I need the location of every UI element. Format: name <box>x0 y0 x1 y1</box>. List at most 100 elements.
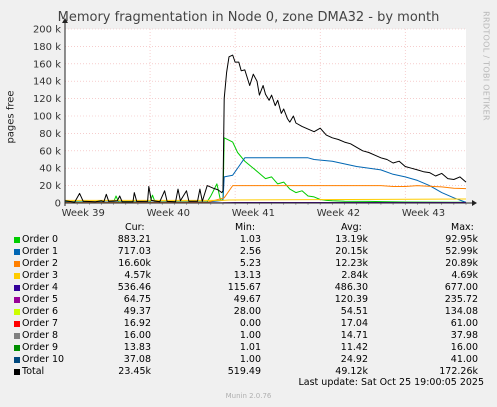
legend-header-row: Cur: Min: Avg: Max: <box>13 222 493 234</box>
y-tick-label: 200 k <box>33 25 61 36</box>
legend-value-max: 134.08 <box>444 306 478 317</box>
x-axis-arrow <box>472 200 477 206</box>
legend-value-max: 235.72 <box>444 294 478 305</box>
legend-value-avg: 17.04 <box>340 318 368 329</box>
y-tick-label: 140 k <box>33 77 61 88</box>
y-tick-label: 0 <box>55 199 61 210</box>
legend-value-cur: 4.57k <box>124 270 151 281</box>
y-tick-label: 80 k <box>39 129 61 140</box>
legend-value-cur: 883.21 <box>117 234 151 245</box>
chart-title: Memory fragmentation in Node 0, zone DMA… <box>57 10 440 25</box>
legend-series-name: Order 2 <box>22 258 59 269</box>
legend-swatch <box>14 285 20 291</box>
legend-value-avg: 24.92 <box>340 354 368 365</box>
legend-series-name: Order 10 <box>22 354 65 365</box>
legend-series-name: Order 7 <box>22 318 59 329</box>
legend-series-name: Total <box>22 366 45 377</box>
legend-row: Order 9 13.83 1.01 11.42 16.00 <box>13 342 493 354</box>
legend-value-min: 28.00 <box>233 306 261 317</box>
legend-value-min: 49.67 <box>233 294 261 305</box>
legend-value-avg: 120.39 <box>334 294 368 305</box>
legend-value-min: 1.00 <box>239 354 261 365</box>
x-tick-label: Week 42 <box>317 208 360 219</box>
legend-value-max: 20.89k <box>445 258 478 269</box>
legend-value-avg: 20.15k <box>335 246 368 257</box>
legend-value-min: 1.03 <box>239 234 261 245</box>
legend-value-cur: 49.37 <box>123 306 151 317</box>
legend-value-cur: 13.83 <box>123 342 151 353</box>
legend-value-max: 172.26k <box>439 366 478 377</box>
legend-row: Order 3 4.57k 13.13 2.84k 4.69k <box>13 270 493 282</box>
legend-swatch <box>14 369 20 375</box>
legend-row: Order 0 883.21 1.03 13.19k 92.95k <box>13 234 493 246</box>
x-tick-label: Week 40 <box>147 208 190 219</box>
legend-row: Total 23.45k 519.49 49.12k 172.26k <box>13 366 493 378</box>
legend-swatch <box>14 345 20 351</box>
legend-series-name: Order 4 <box>22 282 59 293</box>
legend-row: Order 5 64.75 49.67 120.39 235.72 <box>13 294 493 306</box>
legend-swatch <box>14 309 20 315</box>
legend-value-min: 5.23 <box>239 258 261 269</box>
legend-series-name: Order 3 <box>22 270 59 281</box>
legend-swatch <box>14 357 20 363</box>
legend-series-name: Order 5 <box>22 294 59 305</box>
legend-row: Order 4 536.46 115.67 486.30 677.00 <box>13 282 493 294</box>
series-line-order-2 <box>64 185 467 203</box>
chart-plot: 0 20 k 40 k 60 k 80 k 100 k 120 k 140 k 160 k 180… <box>33 18 477 219</box>
legend-value-min: 13.13 <box>233 270 261 281</box>
legend-value-max: 677.00 <box>444 282 478 293</box>
legend-value-max: 61.00 <box>450 318 478 329</box>
legend-value-cur: 64.75 <box>123 294 151 305</box>
legend-row: Order 8 16.00 1.00 14.71 37.98 <box>13 330 493 342</box>
legend-swatch <box>14 273 20 279</box>
legend-header-avg: Avg: <box>341 222 362 233</box>
legend-value-cur: 717.03 <box>117 246 151 257</box>
legend-value-min: 2.56 <box>239 246 261 257</box>
legend-swatch <box>14 321 20 327</box>
legend-value-min: 1.01 <box>239 342 261 353</box>
legend-series-name: Order 0 <box>22 234 59 245</box>
legend-value-avg: 14.71 <box>340 330 368 341</box>
legend-value-min: 519.49 <box>227 366 261 377</box>
legend-swatch <box>14 297 20 303</box>
legend-swatch <box>14 261 20 267</box>
legend-value-avg: 12.23k <box>335 258 368 269</box>
legend-value-avg: 2.84k <box>341 270 368 281</box>
legend-row: Order 1 717.03 2.56 20.15k 52.99k <box>13 246 493 258</box>
x-tick-label: Week 41 <box>232 208 275 219</box>
legend-value-min: 1.00 <box>239 330 261 341</box>
x-tick-label: Week 43 <box>402 208 445 219</box>
legend-value-cur: 37.08 <box>123 354 151 365</box>
legend-series-name: Order 8 <box>22 330 59 341</box>
legend-swatch <box>14 249 20 255</box>
legend-series-name: Order 1 <box>22 246 59 257</box>
legend-row: Order 10 37.08 1.00 24.92 41.00 <box>13 354 493 366</box>
series-line-order-3 <box>65 198 467 201</box>
legend-swatch <box>14 333 20 339</box>
legend-value-cur: 23.45k <box>118 366 151 377</box>
y-tick-label: 160 k <box>33 59 61 70</box>
series-line-total <box>64 54 467 203</box>
y-tick-label: 60 k <box>39 146 61 157</box>
legend-header-cur: Cur: <box>125 222 145 233</box>
legend-value-avg: 11.42 <box>340 342 368 353</box>
y-tick-label: 120 k <box>33 94 61 105</box>
legend-value-cur: 16.92 <box>123 318 151 329</box>
series-line-order-1 <box>64 157 467 203</box>
legend-value-avg: 486.30 <box>334 282 368 293</box>
legend-value-cur: 16.00 <box>123 330 151 341</box>
legend-value-cur: 536.46 <box>117 282 151 293</box>
legend-value-min: 115.67 <box>227 282 261 293</box>
legend-value-min: 0.00 <box>239 318 261 329</box>
legend-row: Order 2 16.60k 5.23 12.23k 20.89k <box>13 258 493 270</box>
legend-value-max: 4.69k <box>451 270 478 281</box>
legend-row: Order 6 49.37 28.00 54.51 134.08 <box>13 306 493 318</box>
legend-series-name: Order 6 <box>22 306 59 317</box>
legend-value-max: 37.98 <box>450 330 478 341</box>
legend-value-avg: 13.19k <box>335 234 368 245</box>
y-axis-arrow <box>62 18 68 23</box>
munin-version: Munin 2.0.76 <box>225 392 272 400</box>
y-tick-label: 20 k <box>39 181 61 192</box>
legend-value-max: 41.00 <box>450 354 478 365</box>
